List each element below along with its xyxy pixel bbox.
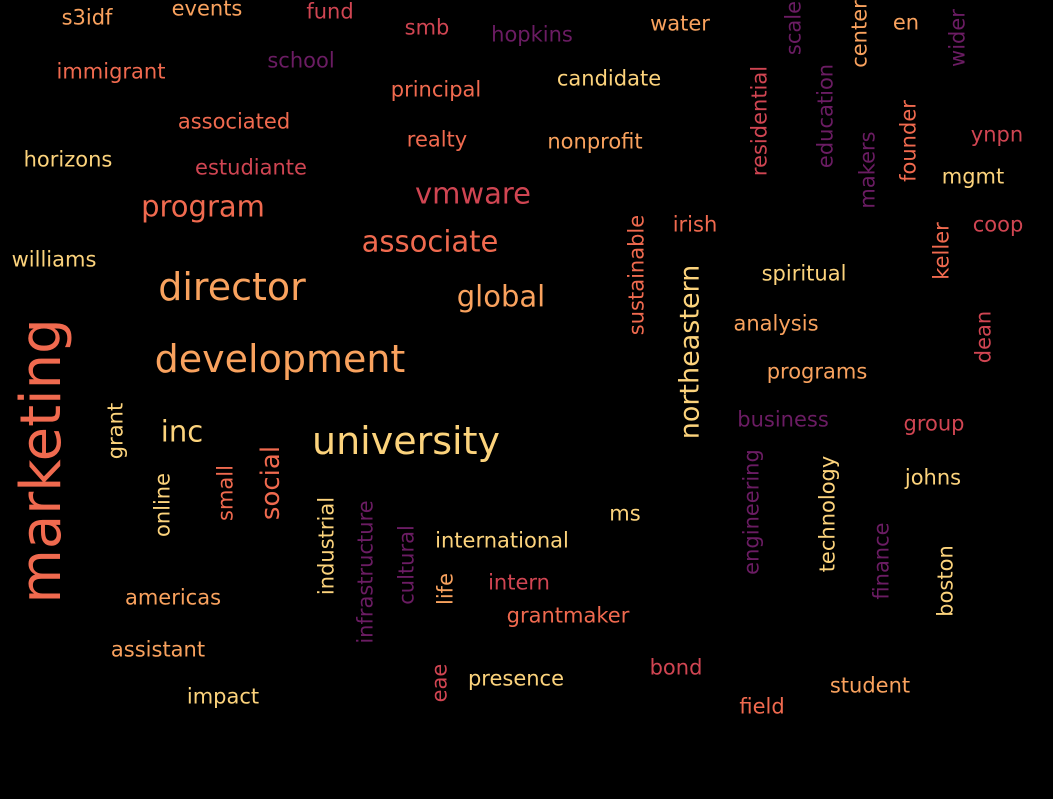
word-program: program bbox=[141, 189, 265, 224]
word-programs: programs bbox=[766, 359, 868, 384]
word-eae: eae bbox=[427, 663, 452, 703]
word-boston: boston bbox=[933, 545, 958, 617]
word-associate: associate bbox=[361, 224, 499, 259]
word-keller: keller bbox=[929, 222, 954, 280]
word-johns: johns bbox=[904, 465, 962, 490]
word-americas: americas bbox=[124, 585, 222, 610]
word-residential: residential bbox=[747, 65, 772, 177]
word-field: field bbox=[739, 694, 785, 719]
word-engineering: engineering bbox=[739, 449, 764, 575]
word-school: school bbox=[267, 48, 335, 73]
word-grant: grant bbox=[103, 402, 128, 460]
word-education: education bbox=[813, 63, 838, 169]
word-online: online bbox=[150, 472, 175, 538]
word-nonprofit: nonprofit bbox=[547, 129, 643, 154]
word-horizons: horizons bbox=[23, 147, 113, 172]
word-hopkins: hopkins bbox=[491, 22, 573, 47]
word-university: university bbox=[312, 419, 500, 463]
word-assistant: assistant bbox=[110, 637, 206, 662]
word-small: small bbox=[213, 465, 238, 521]
word-industrial: industrial bbox=[314, 496, 339, 596]
word-global: global bbox=[456, 279, 546, 314]
word-dean: dean bbox=[971, 310, 996, 364]
word-grantmaker: grantmaker bbox=[506, 603, 630, 628]
word-bond: bond bbox=[649, 655, 703, 680]
word-analysis: analysis bbox=[733, 311, 819, 336]
word-international: international bbox=[435, 528, 569, 553]
word-vmware: vmware bbox=[414, 176, 532, 211]
word-intern: intern bbox=[488, 570, 550, 595]
word-realty: realty bbox=[406, 127, 468, 152]
word-irish: irish bbox=[672, 212, 718, 237]
word-technology: technology bbox=[815, 455, 840, 573]
word-student: student bbox=[829, 673, 911, 698]
word-wider: wider bbox=[945, 9, 970, 67]
word-cultural: cultural bbox=[394, 525, 419, 605]
word-mgmt: mgmt bbox=[941, 164, 1005, 189]
word-sustainable: sustainable bbox=[624, 214, 649, 336]
word-business: business bbox=[737, 407, 829, 432]
word-finance: finance bbox=[869, 522, 894, 600]
word-impact: impact bbox=[186, 684, 260, 709]
word-coop: coop bbox=[972, 212, 1024, 237]
word-spiritual: spiritual bbox=[761, 261, 847, 286]
word-immigrant: immigrant bbox=[56, 59, 166, 84]
word-marketing: marketing bbox=[9, 318, 74, 604]
word-center: center bbox=[847, 0, 872, 68]
word-life: life bbox=[433, 573, 458, 605]
word-principal: principal bbox=[390, 77, 482, 102]
word-makers: makers bbox=[855, 131, 880, 209]
word-infrastructure: infrastructure bbox=[353, 500, 378, 644]
word-en: en bbox=[892, 10, 920, 35]
word-director: director bbox=[158, 265, 306, 309]
word-s3idf: s3idf bbox=[61, 5, 113, 30]
word-ms: ms bbox=[609, 501, 641, 526]
word-presence: presence bbox=[467, 666, 565, 691]
word-candidate: candidate bbox=[556, 66, 662, 91]
word-group: group bbox=[903, 411, 965, 436]
word-founder: founder bbox=[896, 100, 921, 182]
word-scale: scale bbox=[781, 0, 806, 56]
word-social: social bbox=[256, 445, 286, 521]
word-ynpn: ynpn bbox=[970, 122, 1024, 147]
word-williams: williams bbox=[11, 247, 97, 272]
word-inc: inc bbox=[160, 414, 204, 449]
word-fund: fund bbox=[306, 0, 354, 24]
word-events: events bbox=[171, 0, 243, 21]
word-smb: smb bbox=[404, 15, 450, 40]
word-water: water bbox=[650, 11, 710, 36]
word-northeastern: northeastern bbox=[674, 264, 706, 440]
word-development: development bbox=[154, 337, 406, 381]
word-associated: associated bbox=[177, 109, 291, 134]
word-estudiante: estudiante bbox=[195, 155, 307, 180]
